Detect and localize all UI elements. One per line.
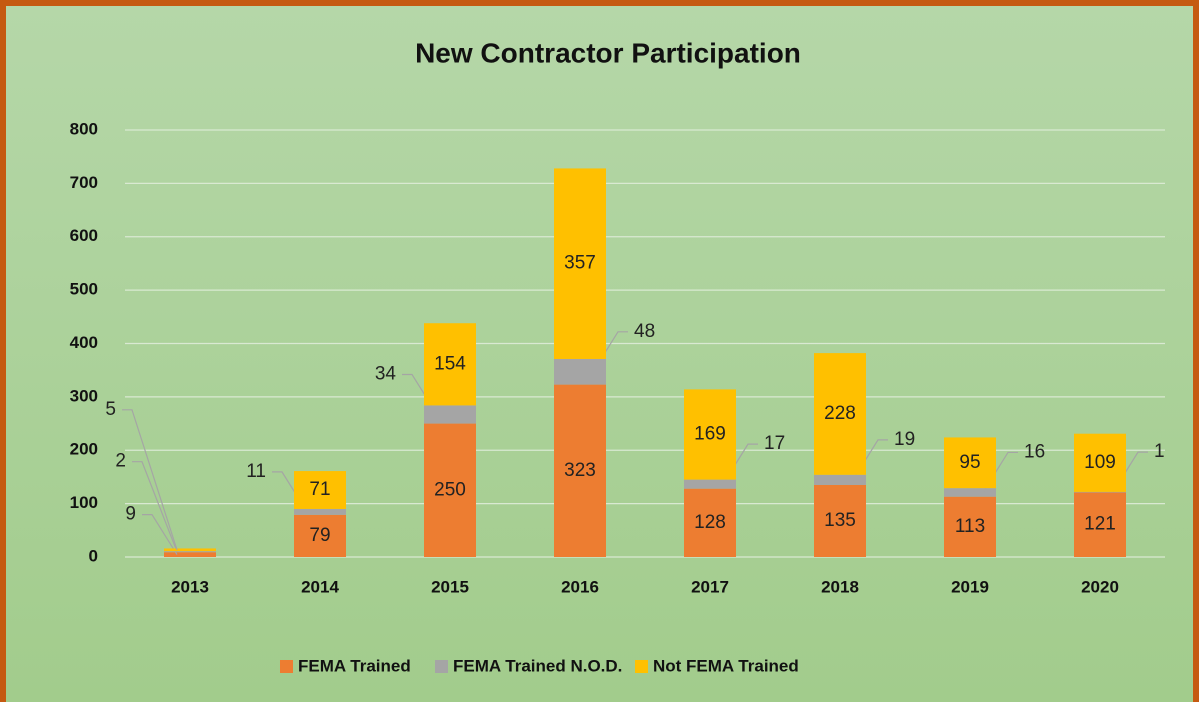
bar-segment xyxy=(944,437,996,489)
chart-title: New Contractor Participation xyxy=(415,37,801,68)
legend-swatch xyxy=(280,660,293,673)
bar-segment xyxy=(424,405,476,424)
data-label: 34 xyxy=(375,364,397,385)
bar-segment xyxy=(424,323,476,406)
y-tick-label: 100 xyxy=(70,493,98,512)
bar-segment xyxy=(294,514,346,557)
legend-label: FEMA Trained N.O.D. xyxy=(453,656,622,675)
data-label: 121 xyxy=(1084,514,1116,535)
bar-segment xyxy=(1074,492,1126,557)
y-tick-label: 500 xyxy=(70,280,98,299)
data-label: 250 xyxy=(434,479,466,500)
legend-swatch xyxy=(435,660,448,673)
y-tick-label: 800 xyxy=(70,119,98,138)
legend-label: FEMA Trained xyxy=(298,656,411,675)
data-label: 1 xyxy=(1154,441,1165,462)
data-label: 109 xyxy=(1084,452,1116,473)
x-tick-label: 2018 xyxy=(821,577,859,596)
data-label: 323 xyxy=(564,460,596,481)
legend-swatch xyxy=(635,660,648,673)
leader-line xyxy=(142,513,178,555)
data-label: 135 xyxy=(824,510,856,531)
x-tick-label: 2019 xyxy=(951,577,989,596)
data-label: 2 xyxy=(115,451,126,472)
bar-segment xyxy=(684,389,736,480)
data-label: 79 xyxy=(309,525,330,546)
bar-segment xyxy=(684,479,736,489)
data-label: 16 xyxy=(1024,441,1045,462)
data-label: 357 xyxy=(564,253,596,274)
bar-segment xyxy=(944,488,996,497)
x-tick-label: 2020 xyxy=(1081,577,1119,596)
bar-segment xyxy=(1074,491,1126,493)
y-tick-label: 400 xyxy=(70,333,98,352)
bar-segment xyxy=(164,551,216,553)
x-tick-label: 2015 xyxy=(431,577,469,596)
data-label: 169 xyxy=(694,424,726,445)
data-label: 113 xyxy=(955,516,985,537)
bar-segment xyxy=(554,384,606,557)
bar-segment xyxy=(554,168,606,359)
y-tick-label: 600 xyxy=(70,226,98,245)
y-tick-label: 200 xyxy=(70,440,98,459)
legend-label: Not FEMA Trained xyxy=(653,656,799,675)
data-label: 11 xyxy=(246,461,266,482)
leader-line xyxy=(122,409,178,550)
bar-segment xyxy=(164,548,216,552)
bar-segment xyxy=(294,471,346,509)
data-label: 5 xyxy=(105,399,116,420)
y-tick-label: 0 xyxy=(89,546,98,565)
bar-segment xyxy=(814,474,866,485)
x-tick-label: 2016 xyxy=(561,577,599,596)
data-label: 9 xyxy=(125,504,136,525)
data-label: 19 xyxy=(894,429,915,450)
bar-segment xyxy=(944,496,996,557)
leader-line xyxy=(132,461,178,552)
bar-segment xyxy=(684,488,736,557)
bar-segment xyxy=(294,508,346,515)
x-tick-label: 2017 xyxy=(691,577,729,596)
data-label: 48 xyxy=(634,321,655,342)
y-tick-label: 300 xyxy=(70,386,98,405)
bar-segment xyxy=(424,423,476,557)
bar-segment xyxy=(554,358,606,385)
bar-segment xyxy=(1074,433,1126,492)
data-label: 71 xyxy=(309,479,330,500)
bar-segment xyxy=(164,552,216,557)
data-label: 154 xyxy=(434,353,466,374)
bar-segment xyxy=(814,353,866,475)
data-label: 128 xyxy=(694,512,726,533)
data-label: 228 xyxy=(824,403,856,424)
data-label: 95 xyxy=(959,452,980,473)
y-tick-label: 700 xyxy=(70,173,98,192)
bar-segment xyxy=(814,484,866,557)
x-tick-label: 2014 xyxy=(301,577,339,596)
data-label: 17 xyxy=(764,433,785,454)
x-tick-label: 2013 xyxy=(171,577,209,596)
